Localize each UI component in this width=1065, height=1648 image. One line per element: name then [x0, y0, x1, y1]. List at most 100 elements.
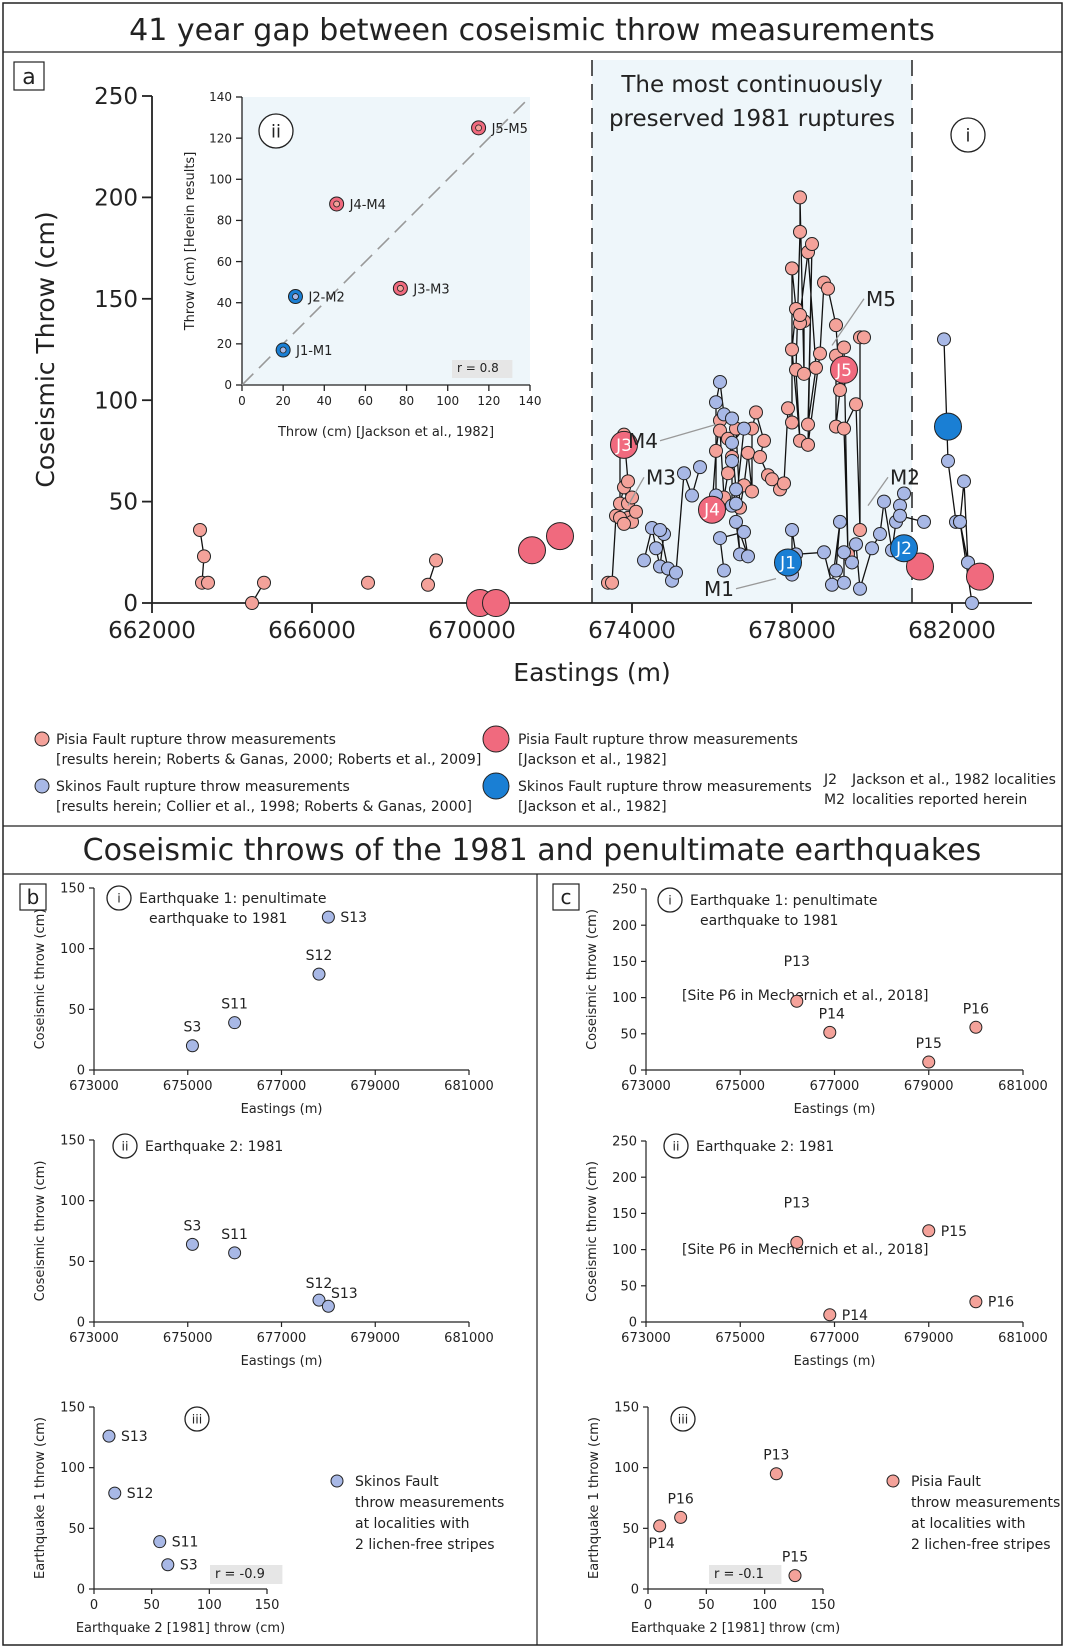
legend-line: throw measurements	[911, 1495, 1060, 1511]
y-tick-label: 140	[209, 90, 232, 104]
point-label: S3	[184, 1020, 202, 1036]
chart-note: [Site P6 in Mechernich et al., 2018]	[682, 1242, 928, 1258]
data-point	[197, 549, 211, 564]
data-point	[837, 421, 851, 436]
roman-label-circle	[106, 885, 132, 911]
legend-key-m: M2	[824, 792, 845, 808]
y-axis-label: Coseismic throw (cm)	[585, 909, 600, 1050]
legend-line: Pisia Fault	[911, 1474, 981, 1490]
jackson-point	[966, 562, 994, 591]
y-tick-label: 100	[612, 991, 637, 1006]
y-tick-label: 0	[77, 1064, 85, 1079]
chart-label-line1: Earthquake 1: penultimate	[139, 891, 326, 907]
data-point	[825, 577, 839, 592]
stat-label: r = 0.8	[457, 361, 499, 375]
chart-label-line2: earthquake to 1981	[700, 913, 838, 929]
data-point	[757, 433, 771, 448]
legend-line: throw measurements	[355, 1495, 504, 1511]
data-point	[312, 967, 326, 981]
data-point	[893, 508, 907, 523]
inset-point-label: J4-M4	[349, 198, 386, 213]
y-tick-label: 150	[614, 1401, 639, 1416]
roman-label: ii	[673, 1139, 680, 1154]
data-point	[725, 454, 739, 469]
jackson-point	[830, 355, 858, 384]
x-tick-label: 673000	[621, 1331, 671, 1346]
x-tick-label: 40	[317, 394, 332, 408]
point-label: P16	[668, 1491, 694, 1507]
legend-marker	[330, 1474, 344, 1488]
annotation-label: M4	[628, 429, 658, 453]
data-point	[813, 346, 827, 361]
legend-skinos-large-line1: Skinos Fault rupture throw measurements	[518, 779, 812, 795]
data-point	[749, 405, 763, 420]
data-point	[849, 537, 863, 552]
figure-title: 41 year gap between coseismic throw meas…	[129, 13, 935, 48]
x-tick-label: 679000	[904, 1079, 954, 1094]
data-point	[201, 575, 215, 590]
panel-c-ii-chart: 673000 675000 677000 679000 681000 0 50 100 150 2…	[585, 1133, 1048, 1369]
panel-a-legend: Pisia Fault rupture throw measurements […	[34, 725, 1056, 815]
panel-a-label-box	[13, 61, 45, 91]
data-point	[957, 474, 971, 489]
x-tick-label: 100	[752, 1598, 777, 1613]
jackson-point-label: J3	[615, 436, 632, 456]
panel-b-iii-chart: 0 50 100 150 0 50 100 150 Earthquake 2 [1981] th…	[33, 1401, 504, 1636]
data-point	[193, 522, 207, 537]
y-axis-label: Coseismic Throw (cm)	[31, 211, 60, 487]
point-label: P14	[819, 1006, 845, 1022]
jackson-point	[546, 522, 574, 551]
data-point	[312, 1293, 326, 1307]
legend-line: Skinos Fault	[355, 1474, 439, 1490]
x-tick-label: 677000	[257, 1079, 307, 1094]
data-point	[793, 308, 807, 323]
y-tick-label: 50	[622, 1522, 639, 1537]
y-tick-label: 80	[217, 214, 232, 228]
data-point	[709, 395, 723, 410]
y-tick-label: 250	[94, 84, 138, 110]
y-tick-label: 0	[77, 1583, 85, 1598]
y-tick-label: 100	[60, 1194, 85, 1209]
jackson-point	[518, 536, 546, 565]
legend-skinos-small-marker	[34, 778, 50, 794]
x-axis-label: Earthquake 2 [1981] throw (cm)	[76, 1621, 285, 1636]
annotation-label: M5	[866, 287, 896, 311]
data-point	[805, 237, 819, 252]
data-point	[729, 514, 743, 529]
jackson-point	[890, 534, 918, 563]
chart-label-line1: Earthquake 1: penultimate	[690, 893, 877, 909]
legend-skinos-large-marker	[482, 772, 510, 800]
data-point	[161, 1558, 175, 1572]
x-tick-label: 681000	[444, 1331, 494, 1346]
data-point	[629, 504, 643, 519]
data-point	[845, 555, 859, 570]
data-point	[837, 545, 851, 560]
x-tick-label: 679000	[350, 1079, 400, 1094]
jackson-point-label: J4	[703, 501, 720, 521]
x-tick-label: 150	[811, 1598, 836, 1613]
data-point	[785, 415, 799, 430]
chart-label: Earthquake 2: 1981	[696, 1139, 834, 1155]
x-axis-label: Eastings (m)	[794, 1102, 876, 1117]
data-point	[829, 318, 843, 333]
shaded-region-label-line1: The most continuously	[620, 72, 882, 98]
legend-key-j-text: Jackson et al., 1982 localities	[851, 772, 1056, 788]
data-point	[257, 575, 271, 590]
y-tick-label: 0	[631, 1583, 639, 1598]
y-tick-label: 0	[123, 591, 138, 617]
y-tick-label: 100	[60, 1461, 85, 1476]
inset-point-inner	[292, 293, 299, 300]
data-point	[790, 994, 804, 1008]
data-point	[897, 486, 911, 501]
jackson-point	[906, 552, 934, 581]
data-point	[713, 374, 727, 389]
point-label: P15	[941, 1224, 967, 1240]
data-point	[429, 553, 443, 568]
data-point	[865, 541, 879, 556]
data-point	[793, 190, 807, 205]
y-tick-label: 150	[60, 882, 85, 897]
data-point	[785, 522, 799, 537]
legend-pisia-small-line1: Pisia Fault rupture throw measurements	[56, 732, 336, 748]
y-axis-label: Coseismic throw (cm)	[33, 1161, 48, 1302]
panel-b-ii-chart: 673000 675000 677000 679000 681000 0 50 100 150 E…	[33, 1133, 494, 1369]
